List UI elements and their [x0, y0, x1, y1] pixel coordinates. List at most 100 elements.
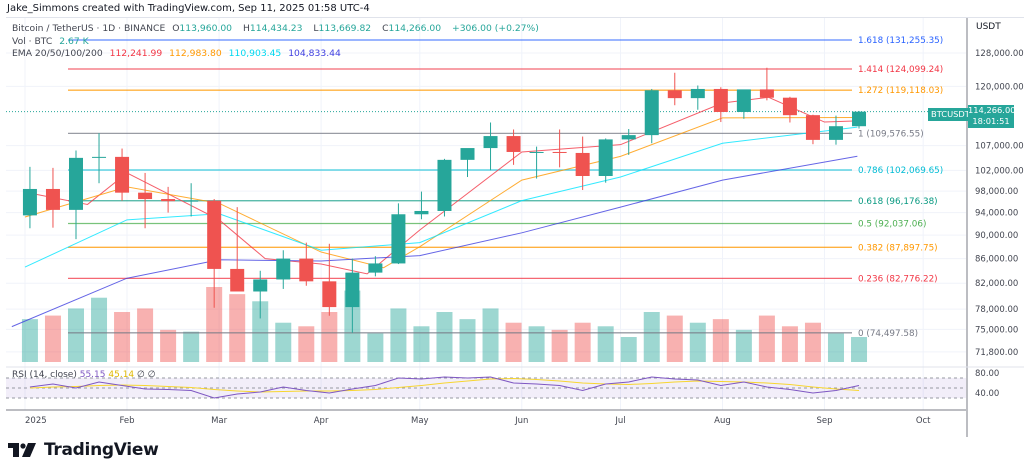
volume-bar [390, 308, 407, 362]
ema50-value: 112,983.80 [169, 48, 222, 59]
last-price: 114,266.00 [968, 105, 1016, 115]
volume-value: 2.67 K [59, 36, 89, 47]
symbol-name: Bitcoin / TetherUS · 1D · BINANCE [12, 23, 166, 34]
candle-body [690, 88, 705, 99]
close-label: C [382, 23, 389, 34]
currency-button[interactable]: USDT [976, 22, 1001, 32]
candle-body [276, 258, 291, 280]
volume-bar [528, 326, 545, 362]
time-tick-label: Feb [119, 416, 134, 426]
candle-body [391, 214, 406, 264]
rsi-pane [6, 376, 966, 399]
time-tick-label: Apr [314, 416, 329, 426]
candle-body [161, 199, 176, 202]
rsi-legend[interactable]: RSI (14, close) 55.15 45.14 ∅ ∅ [12, 370, 156, 380]
candle-body [207, 200, 222, 269]
price-tick-label: 128,000.00 [975, 49, 1024, 59]
volume-bar [114, 312, 131, 362]
rsi-ma-line [29, 377, 860, 393]
volume-bar [183, 331, 200, 362]
candle-body [92, 156, 107, 158]
author-caption: Jake_Simmons created with TradingView.co… [7, 3, 370, 14]
fib-label: 0.236 (82,776.22) [858, 274, 938, 284]
time-tick-label: May [411, 416, 429, 426]
candle-body [805, 115, 820, 140]
rsi-value: 55.15 [79, 370, 106, 380]
chart-frame [6, 17, 1024, 438]
fib-label: 1.272 (119,118.03) [858, 86, 943, 96]
volume-bar [712, 319, 729, 362]
candle-body [575, 152, 590, 176]
fib-label: 0.618 (96,176.38) [858, 197, 938, 207]
candle-body [299, 258, 314, 282]
fib-label: 0 (74,497.58) [858, 329, 918, 339]
volume-bar [206, 287, 223, 362]
price-tick-label: 94,000.00 [975, 209, 1018, 219]
volume-bar [321, 312, 338, 362]
price-tick-label: 102,000.00 [975, 166, 1024, 176]
candle-body [345, 272, 360, 308]
symbol-price-label: BTCUSDT [928, 108, 973, 121]
volume-bar [413, 326, 430, 362]
symbol-legend[interactable]: Bitcoin / TetherUS · 1D · BINANCE O113,9… [12, 23, 543, 34]
rsi-extra: ∅ ∅ [137, 370, 156, 380]
close-value: 114,266.00 [388, 23, 442, 34]
volume-bar [91, 297, 108, 362]
volume-bar [436, 312, 453, 362]
candle-body [230, 268, 245, 292]
open-value: 113,960.00 [179, 23, 233, 34]
time-tick-label: Sep [816, 416, 832, 426]
price-tick-label: 120,000.00 [975, 82, 1024, 92]
candle-body [138, 192, 153, 200]
rsi-line [29, 376, 860, 399]
ema-label: EMA 20/50/100/200 [12, 48, 103, 59]
volume-bar [666, 315, 683, 362]
fib-label: 0.786 (102,069.65) [858, 166, 943, 176]
price-tick-label: 71,800.00 [975, 348, 1018, 358]
volume-bar [275, 322, 292, 362]
candle-body [115, 156, 130, 193]
candle-body [322, 281, 337, 308]
ema-line [11, 155, 858, 328]
time-tick-label: 2025 [25, 416, 47, 426]
fib-retracement: 1.618 (131,255.35) 1.414 (124,099.24) 1.27… [6, 36, 966, 339]
candle-body [782, 97, 797, 116]
candle-body [45, 188, 60, 210]
volume-bar [160, 329, 177, 362]
candle-body [598, 139, 613, 176]
time-tick-label: Aug [714, 416, 731, 426]
candle-body [414, 210, 429, 215]
candle-body [552, 151, 567, 153]
price-tick-label: 90,000.00 [975, 231, 1018, 241]
volume-bar [804, 322, 821, 362]
grid [6, 18, 966, 410]
rsi-label: RSI (14, close) [12, 370, 77, 380]
ema-legend[interactable]: EMA 20/50/100/200 112,241.99 112,983.80 … [12, 48, 345, 59]
candle-body [667, 90, 682, 99]
candle-body [828, 126, 843, 140]
high-value: 114,434.23 [249, 23, 303, 34]
candle-body [68, 157, 83, 210]
candle-body [644, 90, 659, 136]
volume-legend[interactable]: Vol · BTC 2.67 K [12, 36, 93, 47]
volume-bar [459, 319, 476, 362]
last-price-tag: 114,266.00 18:01:51 [968, 105, 1016, 128]
ema200-value: 104,833.44 [288, 48, 341, 59]
time-tick-label: Oct [916, 416, 931, 426]
time-tick-label: Jun [514, 416, 528, 426]
rsi-tick-label: 80.00 [975, 369, 999, 379]
tradingview-logo[interactable]: TradingView [8, 440, 159, 460]
volume-bar [735, 329, 752, 362]
candle-body [759, 89, 774, 98]
candle-body [506, 136, 521, 152]
candle-body [852, 111, 867, 127]
candle-body [483, 136, 498, 149]
volume-label: Vol · BTC [12, 36, 53, 47]
volume-bar [551, 329, 568, 362]
volume-bar [781, 326, 798, 362]
volume-bar [367, 333, 384, 362]
candle-body [460, 148, 475, 160]
candle-body [184, 200, 199, 202]
candle-body [713, 88, 728, 112]
